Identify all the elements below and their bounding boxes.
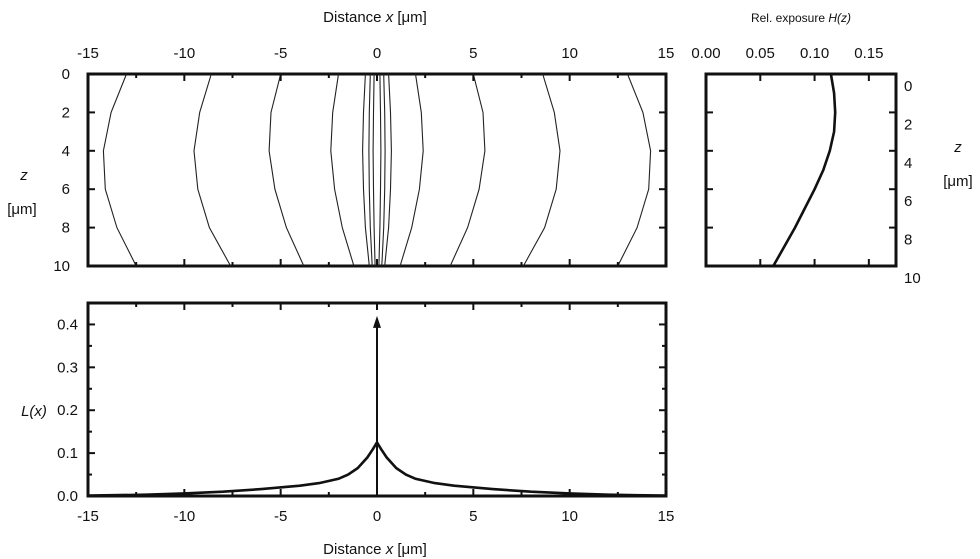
tick-label: 0 (62, 66, 70, 83)
exposure-axis-title: Rel. exposure H(z) (751, 11, 851, 25)
tick-label: 15 (658, 508, 675, 525)
tick-label: -5 (274, 45, 287, 62)
tick-label: -15 (77, 508, 99, 525)
tick-label: 0.4 (57, 316, 78, 333)
tick-label: 15 (658, 45, 675, 62)
contour-line (372, 73, 376, 267)
right-z-unit: [μm] (943, 173, 972, 190)
tick-label: -10 (173, 45, 195, 62)
contour-line (378, 73, 382, 267)
axis-ticks (87, 73, 896, 497)
contour-plot-frame (86, 72, 668, 268)
tick-label: 8 (62, 220, 70, 237)
exposure-plot-frame (704, 72, 898, 268)
contour-line (384, 73, 392, 267)
tick-label: 0.3 (57, 359, 78, 376)
contour-line (399, 73, 424, 267)
tick-label: -5 (274, 508, 287, 525)
contour-line (617, 73, 652, 267)
tick-label: 0.05 (746, 45, 775, 62)
tick-label: 10 (561, 45, 578, 62)
tick-label: 0.2 (57, 402, 78, 419)
tick-label: 6 (62, 181, 70, 198)
exposure-curve (772, 73, 837, 267)
left-z-label: z (19, 167, 28, 184)
exposure-series-line (772, 73, 837, 267)
tick-label: 0 (373, 508, 381, 525)
tick-label: 10 (561, 508, 578, 525)
contour-line (368, 73, 373, 267)
tick-label: 0.15 (854, 45, 883, 62)
contour-line (522, 73, 561, 267)
tick-label: -15 (77, 45, 99, 62)
tick-label: 4 (904, 155, 912, 172)
contour-line (362, 73, 370, 267)
contour-line (102, 73, 137, 267)
tick-label: 0.10 (800, 45, 829, 62)
tick-label: 0.1 (57, 445, 78, 462)
bottom-axis-title: Distance x [μm] (323, 541, 427, 558)
contour-line (330, 73, 355, 267)
left-z-unit: [μm] (7, 201, 36, 218)
tick-label: 0.0 (57, 488, 78, 505)
tick-label: 8 (904, 232, 912, 249)
lx-curve (87, 315, 667, 497)
lx-axis-label: L(x) (21, 403, 47, 420)
tick-label: 10 (53, 258, 70, 275)
contour-line (381, 73, 386, 267)
contour-lines (102, 73, 652, 267)
tick-label: 0.00 (691, 45, 720, 62)
contour-line (449, 73, 486, 267)
right-z-label: z (953, 139, 962, 156)
tick-label: 0 (373, 45, 381, 62)
contour-line (268, 73, 305, 267)
tick-label: 6 (904, 193, 912, 210)
tick-label: 2 (904, 116, 912, 133)
tick-label: 4 (62, 143, 70, 160)
tick-label: 10 (904, 270, 921, 287)
tick-label: -10 (173, 508, 195, 525)
tick-label: 5 (469, 508, 477, 525)
contour-line (193, 73, 232, 267)
tick-label: 5 (469, 45, 477, 62)
top-axis-title: Distance x [μm] (323, 9, 427, 26)
tick-label: 0 (904, 78, 912, 95)
delta-spike-arrowhead (373, 315, 381, 328)
tick-label: 2 (62, 104, 70, 121)
